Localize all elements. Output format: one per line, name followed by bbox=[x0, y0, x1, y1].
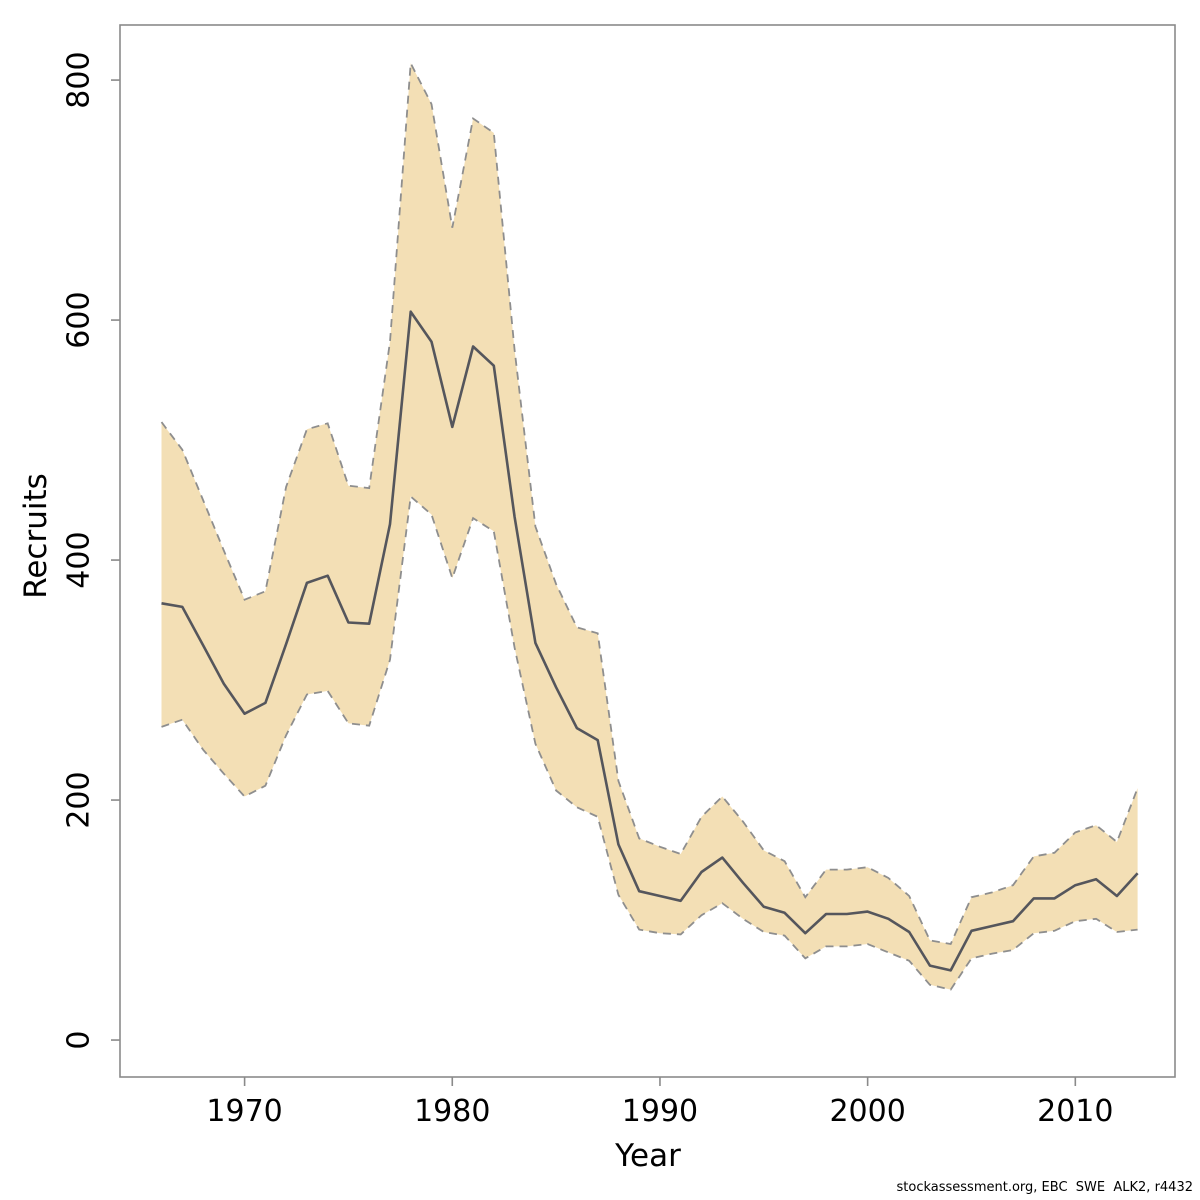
y-tick-label: 0 bbox=[62, 1030, 97, 1049]
y-tick-label: 400 bbox=[62, 531, 97, 588]
y-tick-label: 600 bbox=[62, 291, 97, 348]
y-axis-title: Recruits bbox=[18, 473, 54, 599]
x-tick-label: 2010 bbox=[1037, 1094, 1113, 1129]
x-tick-label: 2000 bbox=[829, 1094, 905, 1129]
x-tick-label: 1970 bbox=[206, 1094, 282, 1129]
plot-box bbox=[119, 24, 1176, 1078]
upper-ci-line bbox=[160, 60, 1139, 946]
mean-line bbox=[161, 310, 1139, 972]
y-tick-label: 200 bbox=[62, 771, 97, 828]
x-tick-label: 1990 bbox=[622, 1094, 698, 1129]
y-tick-label: 800 bbox=[62, 51, 97, 108]
x-axis-title: Year bbox=[615, 1138, 681, 1174]
confidence-band bbox=[161, 63, 1138, 990]
lower-ci-line bbox=[161, 494, 1138, 991]
x-tick-label: 1980 bbox=[414, 1094, 490, 1129]
watermark-text: stockassessment.org, EBC SWE ALK2, r4432 bbox=[896, 1180, 1194, 1195]
